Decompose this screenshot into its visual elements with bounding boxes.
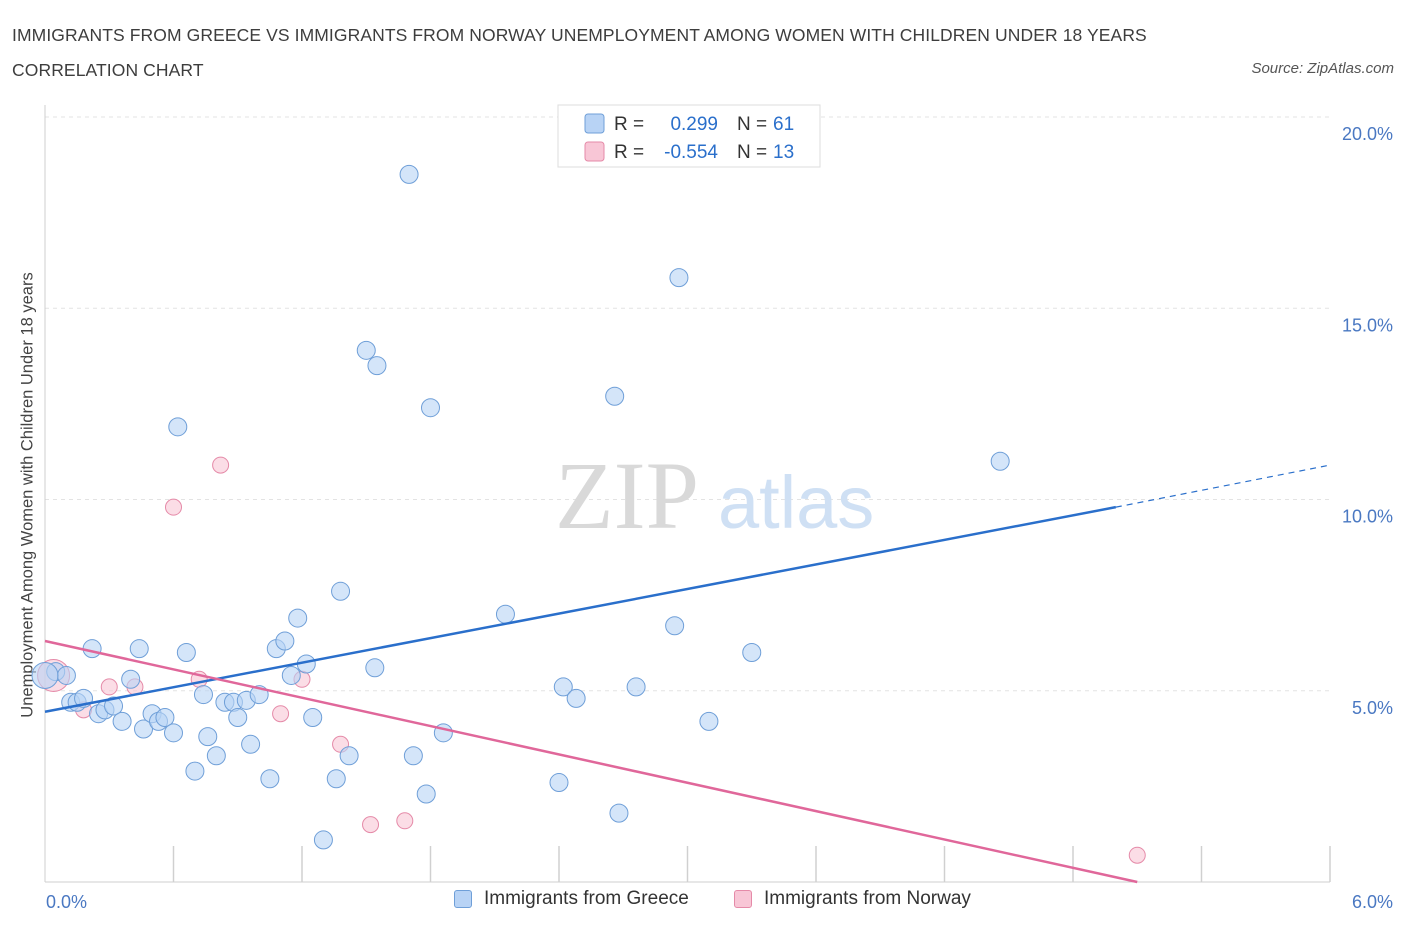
legend-r-label-norway: R = <box>614 142 644 163</box>
tick-labels: 5.0% 10.0% 15.0% 20.0% 0.0% 6.0% <box>46 124 1393 912</box>
stats-legend: R = 0.299 N = 61 R = -0.554 N = 13 <box>557 104 821 168</box>
greece-point <box>104 696 124 716</box>
legend-item-norway: Immigrants from Norway <box>734 888 971 910</box>
chart-title: IMMIGRANTS FROM GREECE VS IMMIGRANTS FRO… <box>12 25 1147 80</box>
norway-point <box>272 705 290 723</box>
greece-point <box>176 643 196 662</box>
greece-point <box>168 417 188 437</box>
y-tick-label: 10.0% <box>1342 507 1393 527</box>
greece-point <box>331 581 351 601</box>
y-tick-label: 5.0% <box>1352 698 1393 718</box>
greece-point <box>339 746 359 766</box>
greece-point <box>303 708 323 728</box>
legend-r-label-greece: R = <box>614 114 644 135</box>
greece-point <box>164 723 183 743</box>
greece-point <box>399 164 419 184</box>
greece-point <box>129 639 149 659</box>
greece-point <box>155 708 175 728</box>
legend-label-norway: Immigrants from Norway <box>764 888 971 909</box>
norway-point <box>362 816 380 834</box>
greece-point <box>112 711 132 731</box>
greece-point <box>134 719 154 739</box>
greece-point <box>31 661 59 689</box>
greece-point <box>275 631 295 651</box>
legend-n-value-norway: 13 <box>773 142 794 163</box>
trend-lines <box>44 464 1331 884</box>
greece-point <box>990 451 1010 471</box>
greece-point <box>281 665 301 685</box>
norway-point <box>100 678 118 696</box>
grid-lines <box>45 116 1330 692</box>
watermark: ZIP atlas <box>555 442 874 549</box>
watermark-atlas: atlas <box>718 461 874 544</box>
greece-point <box>185 761 205 781</box>
greece-point <box>241 734 261 754</box>
trend-line-greece-extension <box>1115 464 1331 508</box>
trend-line-norway <box>44 639 1138 884</box>
norway-point <box>212 456 230 474</box>
trend-line-greece <box>44 505 1117 714</box>
legend-r-value-greece: 0.299 <box>670 114 718 135</box>
legend-n-label-greece: N = <box>737 114 767 135</box>
greece-point <box>82 639 102 659</box>
legend-swatch-norway <box>584 141 605 162</box>
greece-point <box>367 356 387 376</box>
legend-item-greece: Immigrants from Greece <box>454 888 689 910</box>
legend-swatch-greece <box>584 113 605 134</box>
x-tick-label: 6.0% <box>1352 892 1393 912</box>
greece-point <box>609 803 629 823</box>
x-tick-label: 0.0% <box>46 892 87 912</box>
watermark-zip: ZIP <box>555 442 699 549</box>
greece-point <box>403 746 423 766</box>
greece-point <box>206 746 226 766</box>
greece-point <box>260 769 280 789</box>
greece-point <box>56 665 76 685</box>
greece-point <box>416 784 436 804</box>
greece-point <box>699 711 719 731</box>
greece-point <box>549 773 569 793</box>
greece-point <box>326 769 346 789</box>
source-credit: Source: ZipAtlas.com <box>1251 60 1394 77</box>
greece-point <box>288 608 308 628</box>
greece-point <box>121 669 141 689</box>
greece-point <box>553 677 573 697</box>
norway-point <box>165 498 182 516</box>
norway-point <box>1128 846 1146 864</box>
greece-point <box>605 386 625 406</box>
greece-point <box>356 340 376 360</box>
legend-swatch-norway <box>734 890 752 908</box>
legend-n-label-norway: N = <box>737 142 767 163</box>
legend-n-value-greece: 61 <box>773 114 794 135</box>
y-tick-label: 20.0% <box>1342 124 1393 144</box>
greece-point <box>193 685 213 705</box>
greece-point <box>365 658 385 678</box>
greece-point <box>626 677 646 697</box>
norway-point <box>396 812 414 830</box>
greece-point <box>665 616 685 636</box>
axes <box>44 105 1331 883</box>
y-tick-label: 15.0% <box>1342 315 1393 335</box>
greece-point <box>228 708 248 728</box>
greece-point <box>421 398 440 418</box>
greece-point <box>742 643 762 662</box>
series-legend: Immigrants from Greece Immigrants from N… <box>0 888 1406 916</box>
greece-point <box>198 727 218 747</box>
greece-point <box>566 688 586 708</box>
legend-swatch-greece <box>454 890 472 908</box>
legend-label-greece: Immigrants from Greece <box>484 888 689 909</box>
legend-r-value-norway: -0.554 <box>664 142 718 163</box>
greece-point <box>669 268 689 288</box>
greece-point <box>495 604 515 624</box>
greece-point <box>313 830 333 850</box>
